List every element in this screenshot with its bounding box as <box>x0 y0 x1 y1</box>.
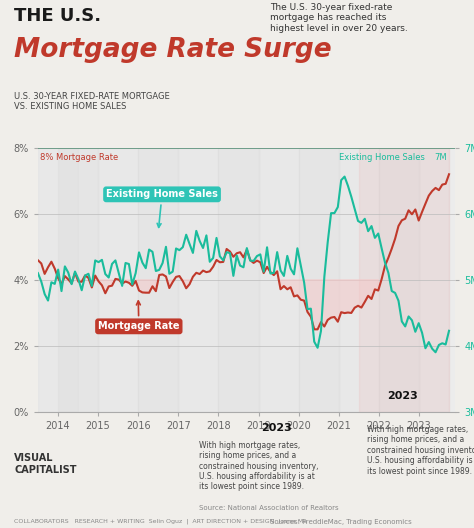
Text: Sources: FreddieMac, Trading Economics: Sources: FreddieMac, Trading Economics <box>270 518 412 525</box>
Bar <box>138 148 178 412</box>
Text: With high mortgage rates,
rising home prices, and a
constrained housing inventor: With high mortgage rates, rising home pr… <box>367 425 474 476</box>
Text: Existing Home Sales: Existing Home Sales <box>106 190 218 228</box>
Text: 8% Mortgage Rate: 8% Mortgage Rate <box>40 153 118 162</box>
Bar <box>178 148 219 412</box>
Bar <box>98 148 138 412</box>
Text: The U.S. 30-year fixed-rate
mortgage has reached its
highest level in over 20 ye: The U.S. 30-year fixed-rate mortgage has… <box>270 3 408 33</box>
Text: VISUAL
CAPITALIST: VISUAL CAPITALIST <box>14 454 77 475</box>
Text: 2023: 2023 <box>387 391 418 401</box>
Bar <box>359 148 449 412</box>
Bar <box>339 148 379 412</box>
Text: 7M: 7M <box>434 153 447 162</box>
Text: Mortgage Rate Surge: Mortgage Rate Surge <box>14 37 332 63</box>
Text: COLLABORATORS   RESEARCH + WRITING  Selin Oguz  |  ART DIRECTION + DESIGN  Joana: COLLABORATORS RESEARCH + WRITING Selin O… <box>14 518 307 524</box>
Bar <box>58 148 98 412</box>
Bar <box>379 148 419 412</box>
Text: THE U.S.: THE U.S. <box>14 7 101 25</box>
Text: Mortgage Rate: Mortgage Rate <box>98 301 180 332</box>
Text: Source: National Association of Realtors: Source: National Association of Realtors <box>199 505 339 511</box>
Bar <box>258 148 299 412</box>
Text: Existing Home Sales: Existing Home Sales <box>339 153 425 162</box>
Bar <box>38 148 78 412</box>
Bar <box>299 148 339 412</box>
Bar <box>419 148 449 412</box>
Text: With high mortgage rates,
rising home prices, and a
constrained housing inventor: With high mortgage rates, rising home pr… <box>199 441 319 492</box>
Bar <box>219 148 258 412</box>
Text: 2023: 2023 <box>261 423 292 433</box>
Text: U.S. 30-YEAR FIXED-RATE MORTGAGE
VS. EXISTING HOME SALES: U.S. 30-YEAR FIXED-RATE MORTGAGE VS. EXI… <box>14 92 170 111</box>
